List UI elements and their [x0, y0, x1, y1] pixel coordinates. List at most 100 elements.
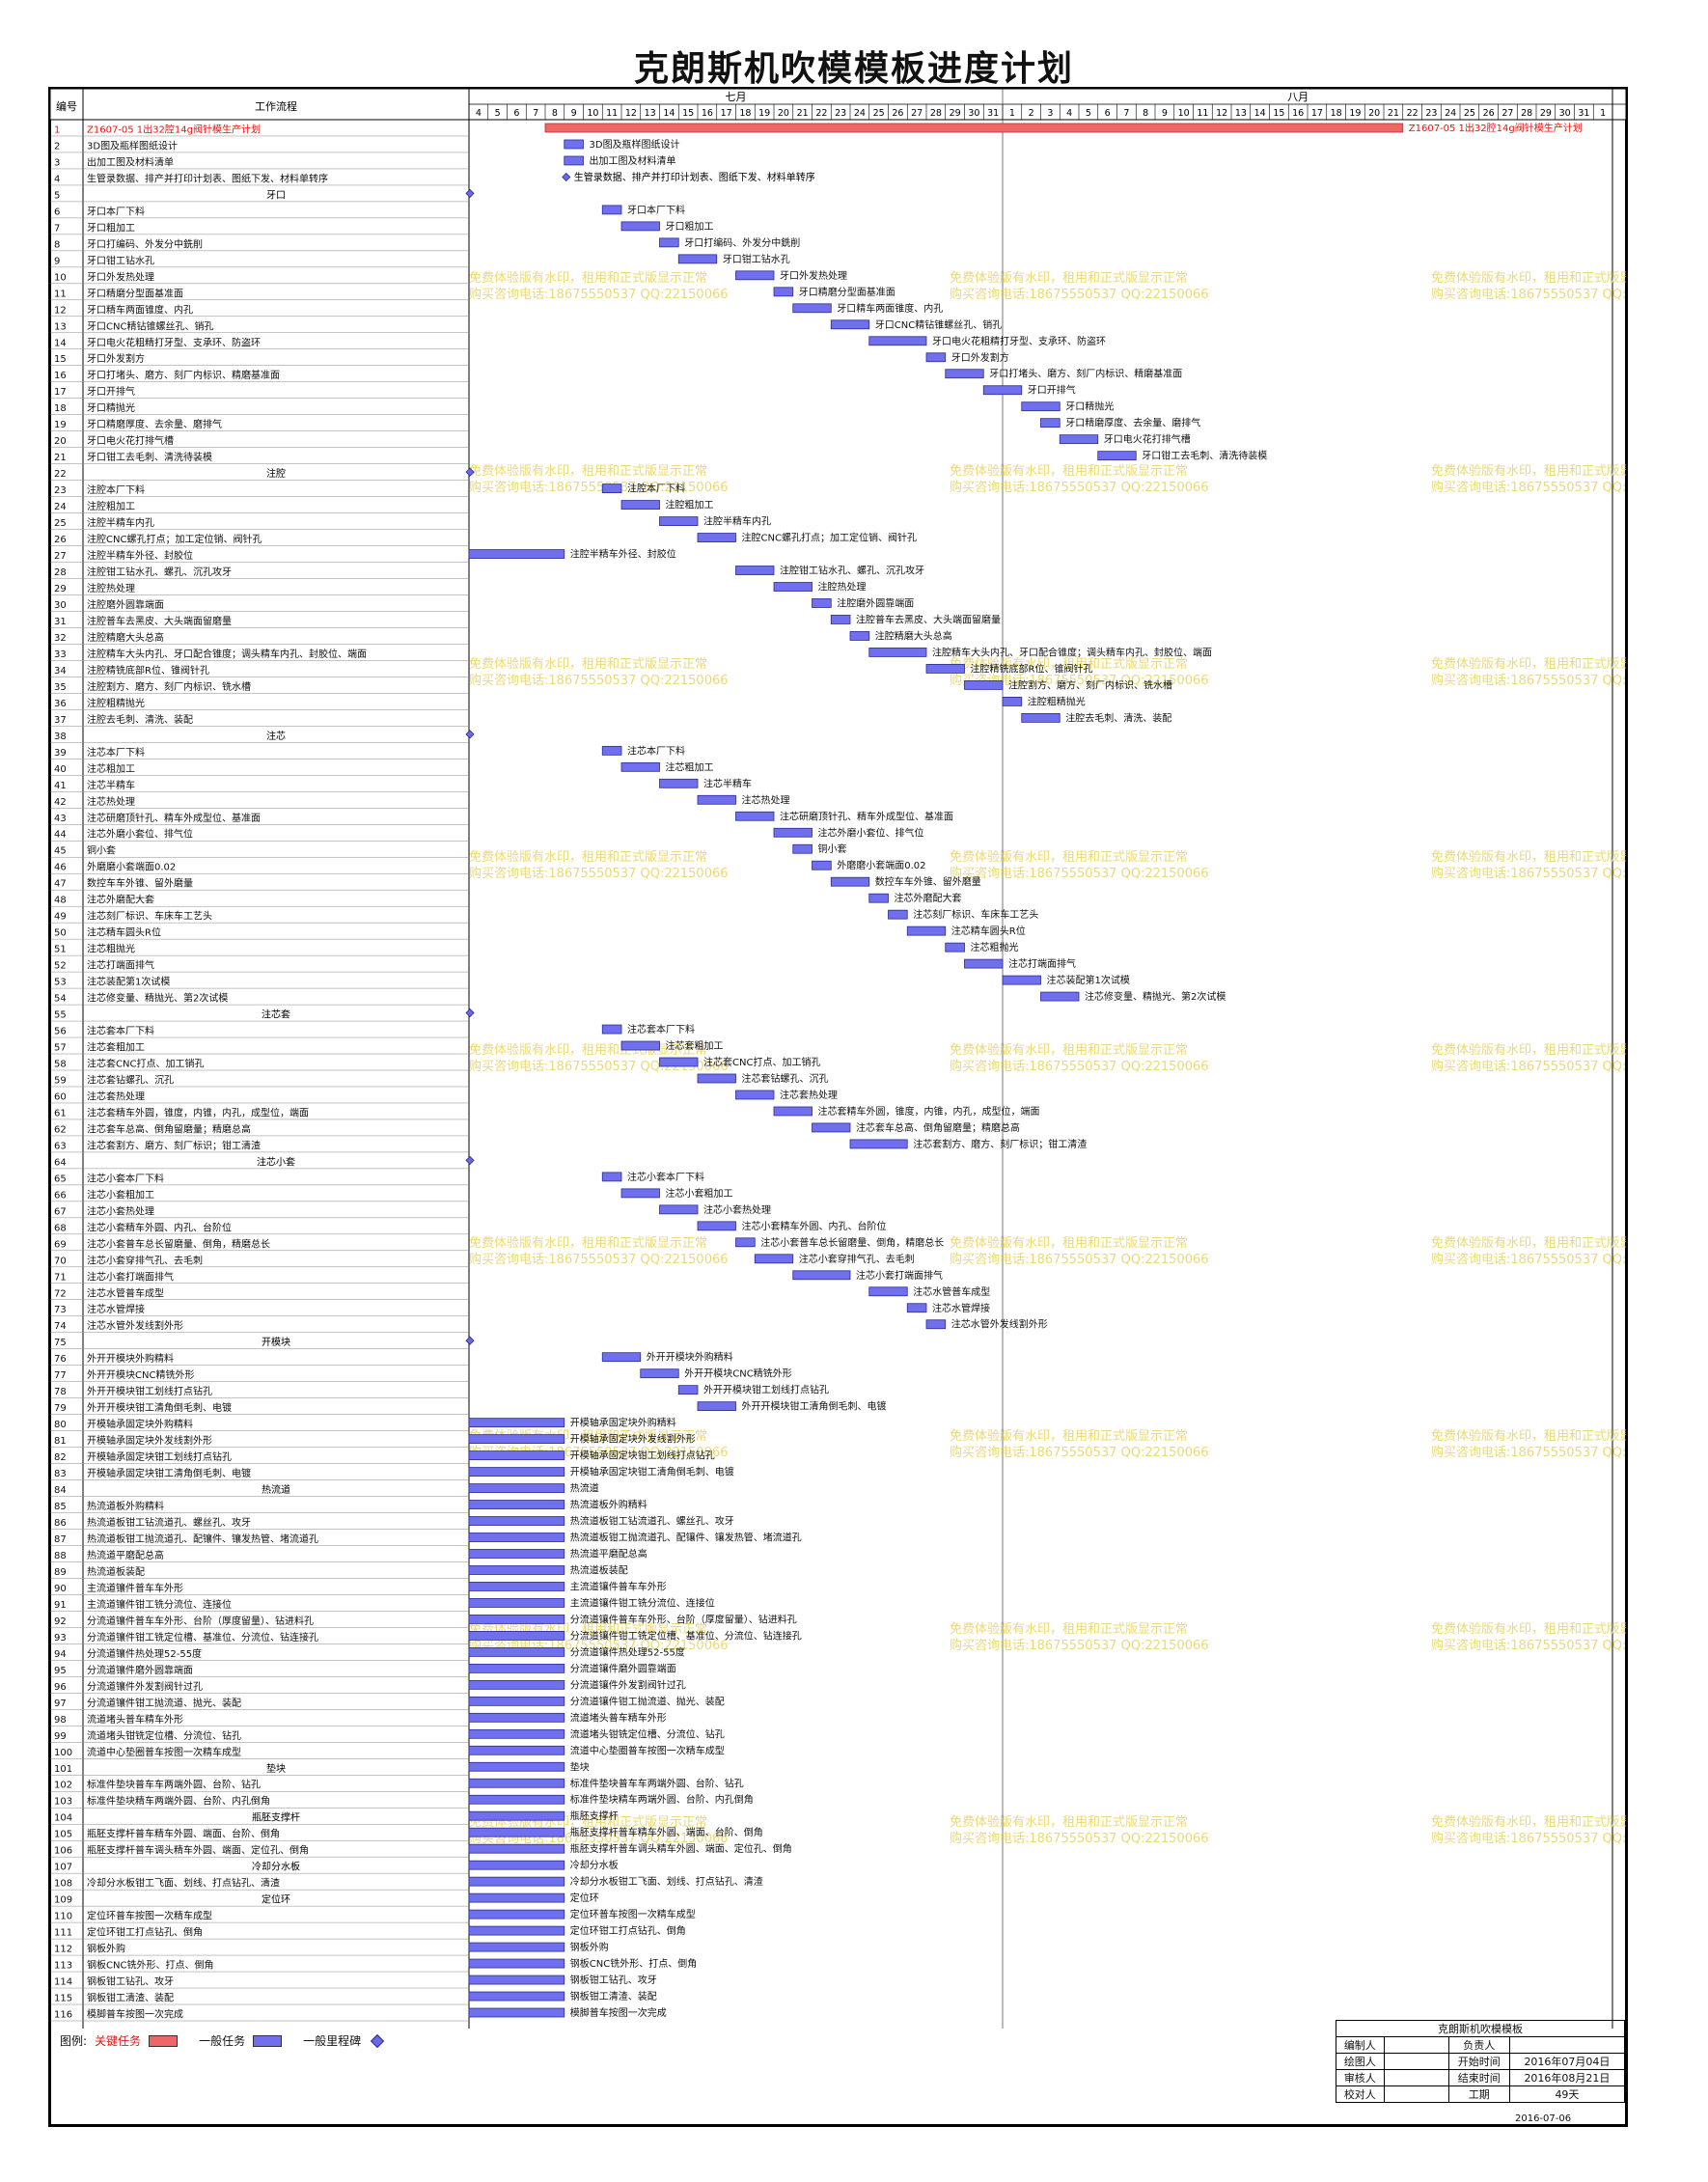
task-name: 热流道板装配: [87, 1565, 145, 1578]
day-tick-label: 23: [1425, 108, 1437, 119]
row-number: 15: [54, 354, 67, 365]
task-name: 注芯半精车: [87, 779, 135, 791]
bar-label: Z1607-05 1出32腔14g阀针模生产计划: [1409, 122, 1583, 134]
task-name: 分流道镶件热处理52-55度: [87, 1647, 202, 1660]
tb-value: [1508, 2036, 1626, 2054]
bar-label: 注腔精车大头内孔、牙口配合锥度；调头精车内孔、封胶位、端面: [932, 646, 1212, 658]
header-no-label: 编号: [56, 99, 77, 113]
row-number: 14: [54, 338, 67, 348]
task-name: 模脚普车按图一次完成: [87, 2008, 183, 2021]
row-number: 6: [54, 207, 60, 217]
bar-label: 模脚普车按图一次完成: [570, 2006, 667, 2019]
legend: 图例: 关键任务 一般任务 一般里程碑: [60, 2032, 385, 2049]
task-bar: [697, 533, 736, 542]
day-tick-label: 4: [1066, 108, 1072, 119]
task-name: 注芯打端面排气: [87, 959, 154, 972]
watermark-line1: 免费体验版有水印，租用和正式版显示正常: [1431, 1621, 1626, 1637]
task-name: 注腔CNC螺孔打点；加工定位销、阀针孔: [87, 533, 262, 545]
day-tick-label: 18: [1331, 108, 1342, 119]
task-name: 注芯水管焊接: [87, 1303, 145, 1315]
watermark-line2: 购买咨询电话:18675550537 QQ:22150066: [1431, 480, 1626, 495]
task-bar: [659, 778, 699, 788]
row-number: 11: [54, 289, 67, 299]
tb-label: 负责人: [1447, 2036, 1510, 2054]
bar-label: 开模轴承固定块外购精料: [570, 1417, 676, 1429]
bar-label: 流道中心垫圈普车按图一次精车成型: [570, 1744, 725, 1756]
task-name: 数控车车外锥、留外磨量: [87, 877, 193, 890]
row-number: 96: [54, 1682, 67, 1693]
row-number: 25: [54, 518, 67, 529]
critical-bar: [544, 123, 1404, 133]
watermark-line1: 免费体验版有水印，租用和正式版显示正常: [469, 270, 707, 286]
row-number: 109: [54, 1895, 72, 1906]
task-name: 注芯小套精车外圆、内孔、台阶位: [87, 1221, 232, 1233]
task-bar: [468, 1598, 565, 1608]
task-bar: [964, 958, 1004, 969]
task-name: 牙口粗加工: [87, 222, 135, 234]
task-name: 热流道平磨配总高: [87, 1549, 164, 1561]
bar-label: 牙口本厂下料: [627, 204, 685, 216]
task-bar: [468, 1860, 565, 1870]
day-tick-label: 21: [797, 108, 809, 119]
task-name: 注芯外磨小套位、排气位: [87, 828, 193, 841]
bar-label: 热流道: [570, 1482, 599, 1495]
watermark-line2: 购买咨询电话:18675550537 QQ:22150066: [950, 673, 1209, 688]
task-bar: [468, 1516, 565, 1526]
row-number: 27: [54, 551, 67, 562]
tb-label: 校对人: [1336, 2085, 1385, 2103]
bar-label: 牙口电火花打排气槽: [1104, 433, 1191, 446]
row-number: 87: [54, 1534, 67, 1545]
task-name: 注芯水管普车成型: [87, 1286, 164, 1299]
task-bar: [468, 1942, 565, 1952]
bar-label: 注腔粗加工: [666, 499, 714, 511]
task-name: 牙口电火花打排气槽: [87, 434, 174, 447]
row-number: 99: [54, 1731, 67, 1742]
task-name: 牙口CNC精钻锥螺丝孔、销孔: [87, 319, 213, 332]
day-tick-label: 3: [1047, 108, 1053, 119]
bar-label: 外开开模块CNC精铣外形: [684, 1367, 791, 1380]
row-number: 18: [54, 403, 67, 414]
bar-label: 注芯精车圆头R位: [951, 925, 1026, 937]
task-name: 注芯精车圆头R位: [87, 926, 161, 939]
bar-label: 牙口电火花粗精打牙型、支承环、防盗环: [932, 335, 1106, 347]
row-number: 107: [54, 1863, 72, 1873]
task-bar: [601, 1024, 622, 1035]
row-number: 108: [54, 1879, 72, 1890]
row-number: 104: [54, 1813, 72, 1824]
bar-label: 热流道板外购精料: [570, 1499, 647, 1511]
day-tick-label: 18: [739, 108, 751, 119]
watermark-line1: 免费体验版有水印，租用和正式版显示正常: [469, 849, 707, 865]
watermark-line1: 免费体验版有水印，租用和正式版显示正常: [1431, 1042, 1626, 1058]
task-name: 注芯热处理: [87, 795, 135, 808]
row-number: 86: [54, 1518, 67, 1529]
task-bar: [601, 745, 622, 756]
watermark-line2: 购买咨询电话:18675550537 QQ:22150066: [469, 1252, 729, 1267]
task-bar: [468, 1892, 565, 1903]
bar-label: 注芯修变量、精抛光、第2次试模: [1085, 990, 1226, 1003]
task-bar: [659, 1204, 699, 1215]
bar-label: 注芯小套本厂下料: [627, 1171, 704, 1183]
task-bar: [868, 893, 889, 903]
bar-label: 钢板CNC铣外形、打点、倒角: [570, 1957, 697, 1970]
milestone-diamond: [562, 172, 571, 182]
bar-label: 牙口钳工去毛刺、清洗待装模: [1142, 450, 1267, 462]
day-tick-label: 24: [854, 108, 866, 119]
row-number: 58: [54, 1060, 67, 1070]
task-bar: [792, 1270, 851, 1281]
task-name: 注腔精车大头内孔、牙口配合锥度；调头精车内孔、封胶位、端面: [87, 648, 367, 660]
task-name: 注芯外磨配大套: [87, 894, 154, 906]
bar-label: 注芯刻厂标识、车床车工艺头: [913, 908, 1038, 921]
bar-label: 注腔去毛刺、清洗、装配: [1065, 711, 1171, 724]
day-tick-label: 29: [1540, 108, 1552, 119]
row-number: 62: [54, 1124, 67, 1135]
bar-label: 牙口外发割方: [951, 351, 1009, 364]
task-name: 牙口电火花粗精打牙型、支承环、防盗环: [87, 336, 261, 348]
task-bar: [830, 876, 870, 887]
bar-label: 注芯小套穿排气孔、去毛刺: [799, 1253, 915, 1265]
bar-label: 钢板钳工清渣、装配: [570, 1990, 657, 2002]
day-tick-label: 5: [495, 108, 501, 119]
day-tick-label: 12: [1216, 108, 1227, 119]
task-bar: [468, 1483, 565, 1493]
task-name: 注芯小套: [257, 1155, 295, 1168]
row-number: 4: [54, 174, 60, 184]
